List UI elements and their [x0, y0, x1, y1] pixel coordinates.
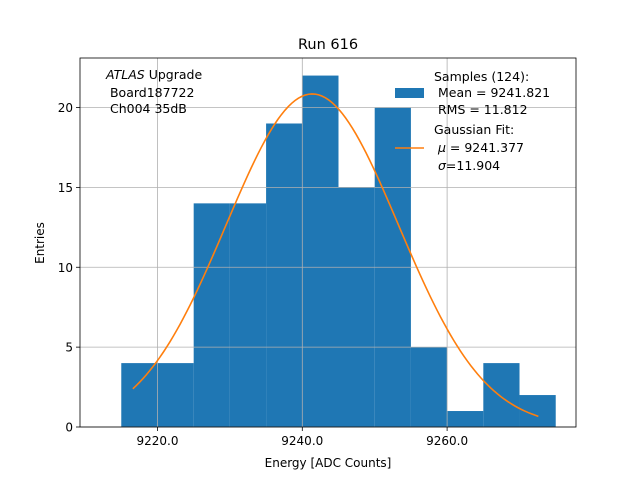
histogram-bar	[447, 411, 484, 427]
annotation-channel: Ch004 35dB	[106, 101, 187, 116]
histogram-bar	[410, 347, 448, 427]
annotation-board: Board187722	[106, 85, 194, 100]
atlas-annotation: ATLAS Upgrade Board187722 Ch004 35dB	[105, 67, 202, 116]
legend-samples-title: Samples (124):	[434, 69, 529, 84]
sigma-value: =11.904	[446, 158, 500, 173]
chart-title: Run 616	[298, 37, 358, 53]
legend-samples-mean: Mean = 9241.821	[434, 85, 550, 100]
histogram-bar	[266, 123, 303, 428]
legend-samples-swatch	[395, 88, 424, 98]
x-axis-label: Energy [ADC Counts]	[265, 456, 392, 470]
upgrade-label: Upgrade	[145, 67, 203, 82]
legend-samples-rms: RMS = 11.812	[434, 102, 528, 117]
histogram-bar	[483, 363, 520, 427]
histogram-bar	[302, 75, 339, 428]
y-tick-label: 15	[58, 181, 73, 195]
y-tick-label: 0	[65, 421, 73, 435]
x-tick-label: 9220.0	[136, 434, 178, 448]
histogram-bar	[121, 363, 158, 427]
annotation-line-1: ATLAS Upgrade	[105, 67, 202, 82]
x-tick-label: 9260.0	[426, 434, 468, 448]
legend-fit-sigma: σ=11.904	[434, 158, 500, 173]
histogram-bar	[338, 187, 375, 427]
y-tick-label: 20	[58, 101, 73, 115]
mu-value: = 9241.377	[446, 140, 524, 155]
plot-frame	[79, 57, 577, 428]
legend: Samples (124): Mean = 9241.821 RMS = 11.…	[395, 69, 550, 173]
y-tick-label: 5	[65, 341, 73, 355]
y-axis-label: Entries	[33, 222, 47, 264]
y-tick-label: 10	[58, 261, 73, 275]
histogram-bar	[229, 203, 267, 427]
x-tick-label: 9240.0	[281, 434, 323, 448]
mu-symbol: μ	[437, 140, 446, 155]
sigma-symbol: σ	[438, 158, 447, 173]
legend-fit-title: Gaussian Fit:	[434, 122, 514, 137]
histogram-bar	[157, 363, 194, 427]
atlas-label: ATLAS	[105, 67, 145, 82]
axis-ticks: 9220.0 9240.0 9260.0 0 5 10 15 20	[58, 101, 468, 448]
gaussian-fit-curve	[132, 93, 539, 418]
legend-fit-mu: μ = 9241.377	[434, 140, 524, 155]
histogram-bar	[193, 203, 230, 427]
